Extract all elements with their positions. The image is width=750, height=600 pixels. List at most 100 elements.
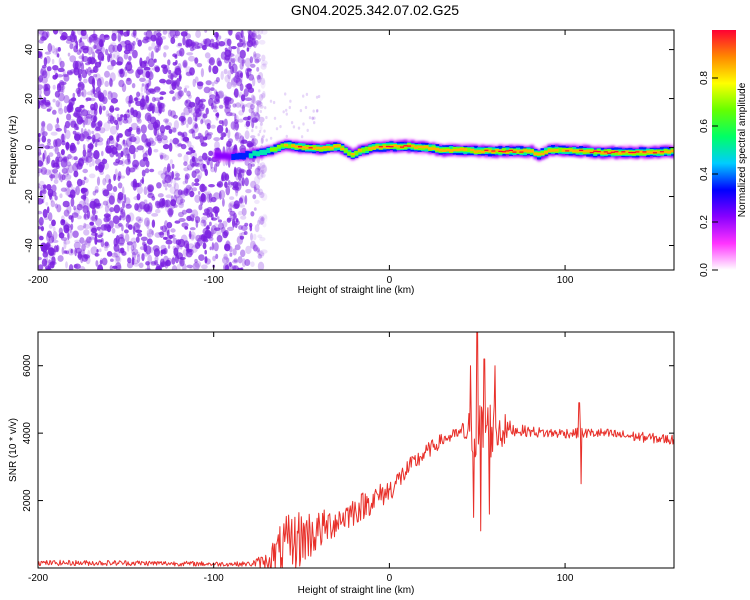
ridge-cell [572,149,577,153]
noise-speckle [88,173,96,179]
noise-speckle [238,197,243,204]
noise-speckle [253,175,261,185]
noise-speckle [38,147,42,157]
noise-speckle [177,244,180,254]
noise-speckle [246,102,253,108]
noise-speckle [234,202,241,207]
noise-speckle [259,109,262,114]
noise-speckle [99,76,104,86]
noise-speckle [159,124,166,134]
noise-speckle [254,138,257,142]
ridge-cell [537,153,542,156]
noise-speckle [109,192,112,197]
noise-speckle [252,233,257,241]
noise-speckle [228,202,234,209]
ridge-cell [565,150,570,152]
noise-speckle [139,246,146,251]
noise-speckle [259,94,264,101]
noise-speckle [69,43,74,50]
noise-speckle [100,237,105,248]
noise-speckle [220,51,227,60]
noise-speckle [45,202,49,206]
noise-speckle [53,179,59,184]
noise-speckle [107,53,111,63]
noise-speckle [118,236,125,245]
noise-speckle [46,66,52,72]
noise-speckle [131,83,136,89]
noise-speckle [167,244,171,249]
noise-speckle [104,241,109,247]
noise-speckle [144,168,150,174]
noise-speckle [128,136,133,142]
ridge-cell [326,145,331,149]
noise-speckle [225,111,233,117]
noise-speckle [173,182,179,192]
ridge-cell [326,146,331,151]
noise-speckle [142,240,146,247]
noise-speckle [161,107,165,113]
noise-speckle [206,224,210,229]
noise-speckle [235,188,239,197]
noise-speckle [216,216,220,220]
noise-speckle [241,59,246,64]
noise-speckle [107,90,112,95]
noise-speckle [192,213,196,218]
noise-speckle [39,180,45,187]
noise-speckle [204,130,209,138]
noise-speckle [133,97,139,102]
noise-speckle [72,92,76,98]
noise-speckle [195,219,199,228]
ridge-layer [298,145,664,154]
noise-speckle [41,135,47,143]
spectrogram-noise-layer [38,30,321,270]
noise-speckle [260,216,265,222]
noise-speckle [292,125,296,129]
noise-speckle [313,121,316,125]
ridge-cell [385,146,390,149]
noise-speckle [213,163,218,173]
noise-speckle [200,219,207,227]
noise-speckle [87,66,92,76]
noise-speckle [133,262,140,267]
noise-speckle [169,83,176,92]
noise-speckle [121,186,125,196]
noise-speckle [183,87,188,93]
noise-speckle [194,168,200,174]
noise-speckle [109,207,115,213]
noise-speckle [248,107,255,114]
noise-speckle [160,131,165,136]
ridge-cell [410,144,415,148]
ridge-cell [340,147,345,151]
noise-speckle [40,121,46,127]
noise-speckle [257,74,262,84]
noise-speckle [186,208,193,214]
noise-speckle [91,33,98,38]
noise-speckle [256,104,260,115]
noise-speckle [40,122,46,132]
noise-speckle [95,73,101,82]
noise-speckle [248,123,251,127]
noise-speckle [285,112,288,116]
noise-speckle [79,237,85,244]
y-tick-label: 40 [24,44,35,56]
noise-speckle [176,252,183,260]
noise-speckle [232,218,236,228]
noise-speckle [178,90,184,97]
noise-speckle [239,49,246,59]
noise-speckle [61,86,65,94]
noise-speckle [108,178,112,184]
noise-speckle [196,63,203,68]
noise-speckle [188,104,193,114]
snr-background [38,332,674,568]
noise-speckle [124,153,130,159]
ridge-cell [350,152,355,156]
noise-speckle [136,185,143,195]
noise-speckle [234,54,241,62]
noise-speckle [112,116,116,124]
noise-speckle [73,45,78,53]
ridge-cell [652,152,657,154]
noise-speckle [151,230,154,236]
noise-speckle [95,43,103,51]
noise-speckle [140,236,148,241]
noise-speckle [135,216,142,222]
